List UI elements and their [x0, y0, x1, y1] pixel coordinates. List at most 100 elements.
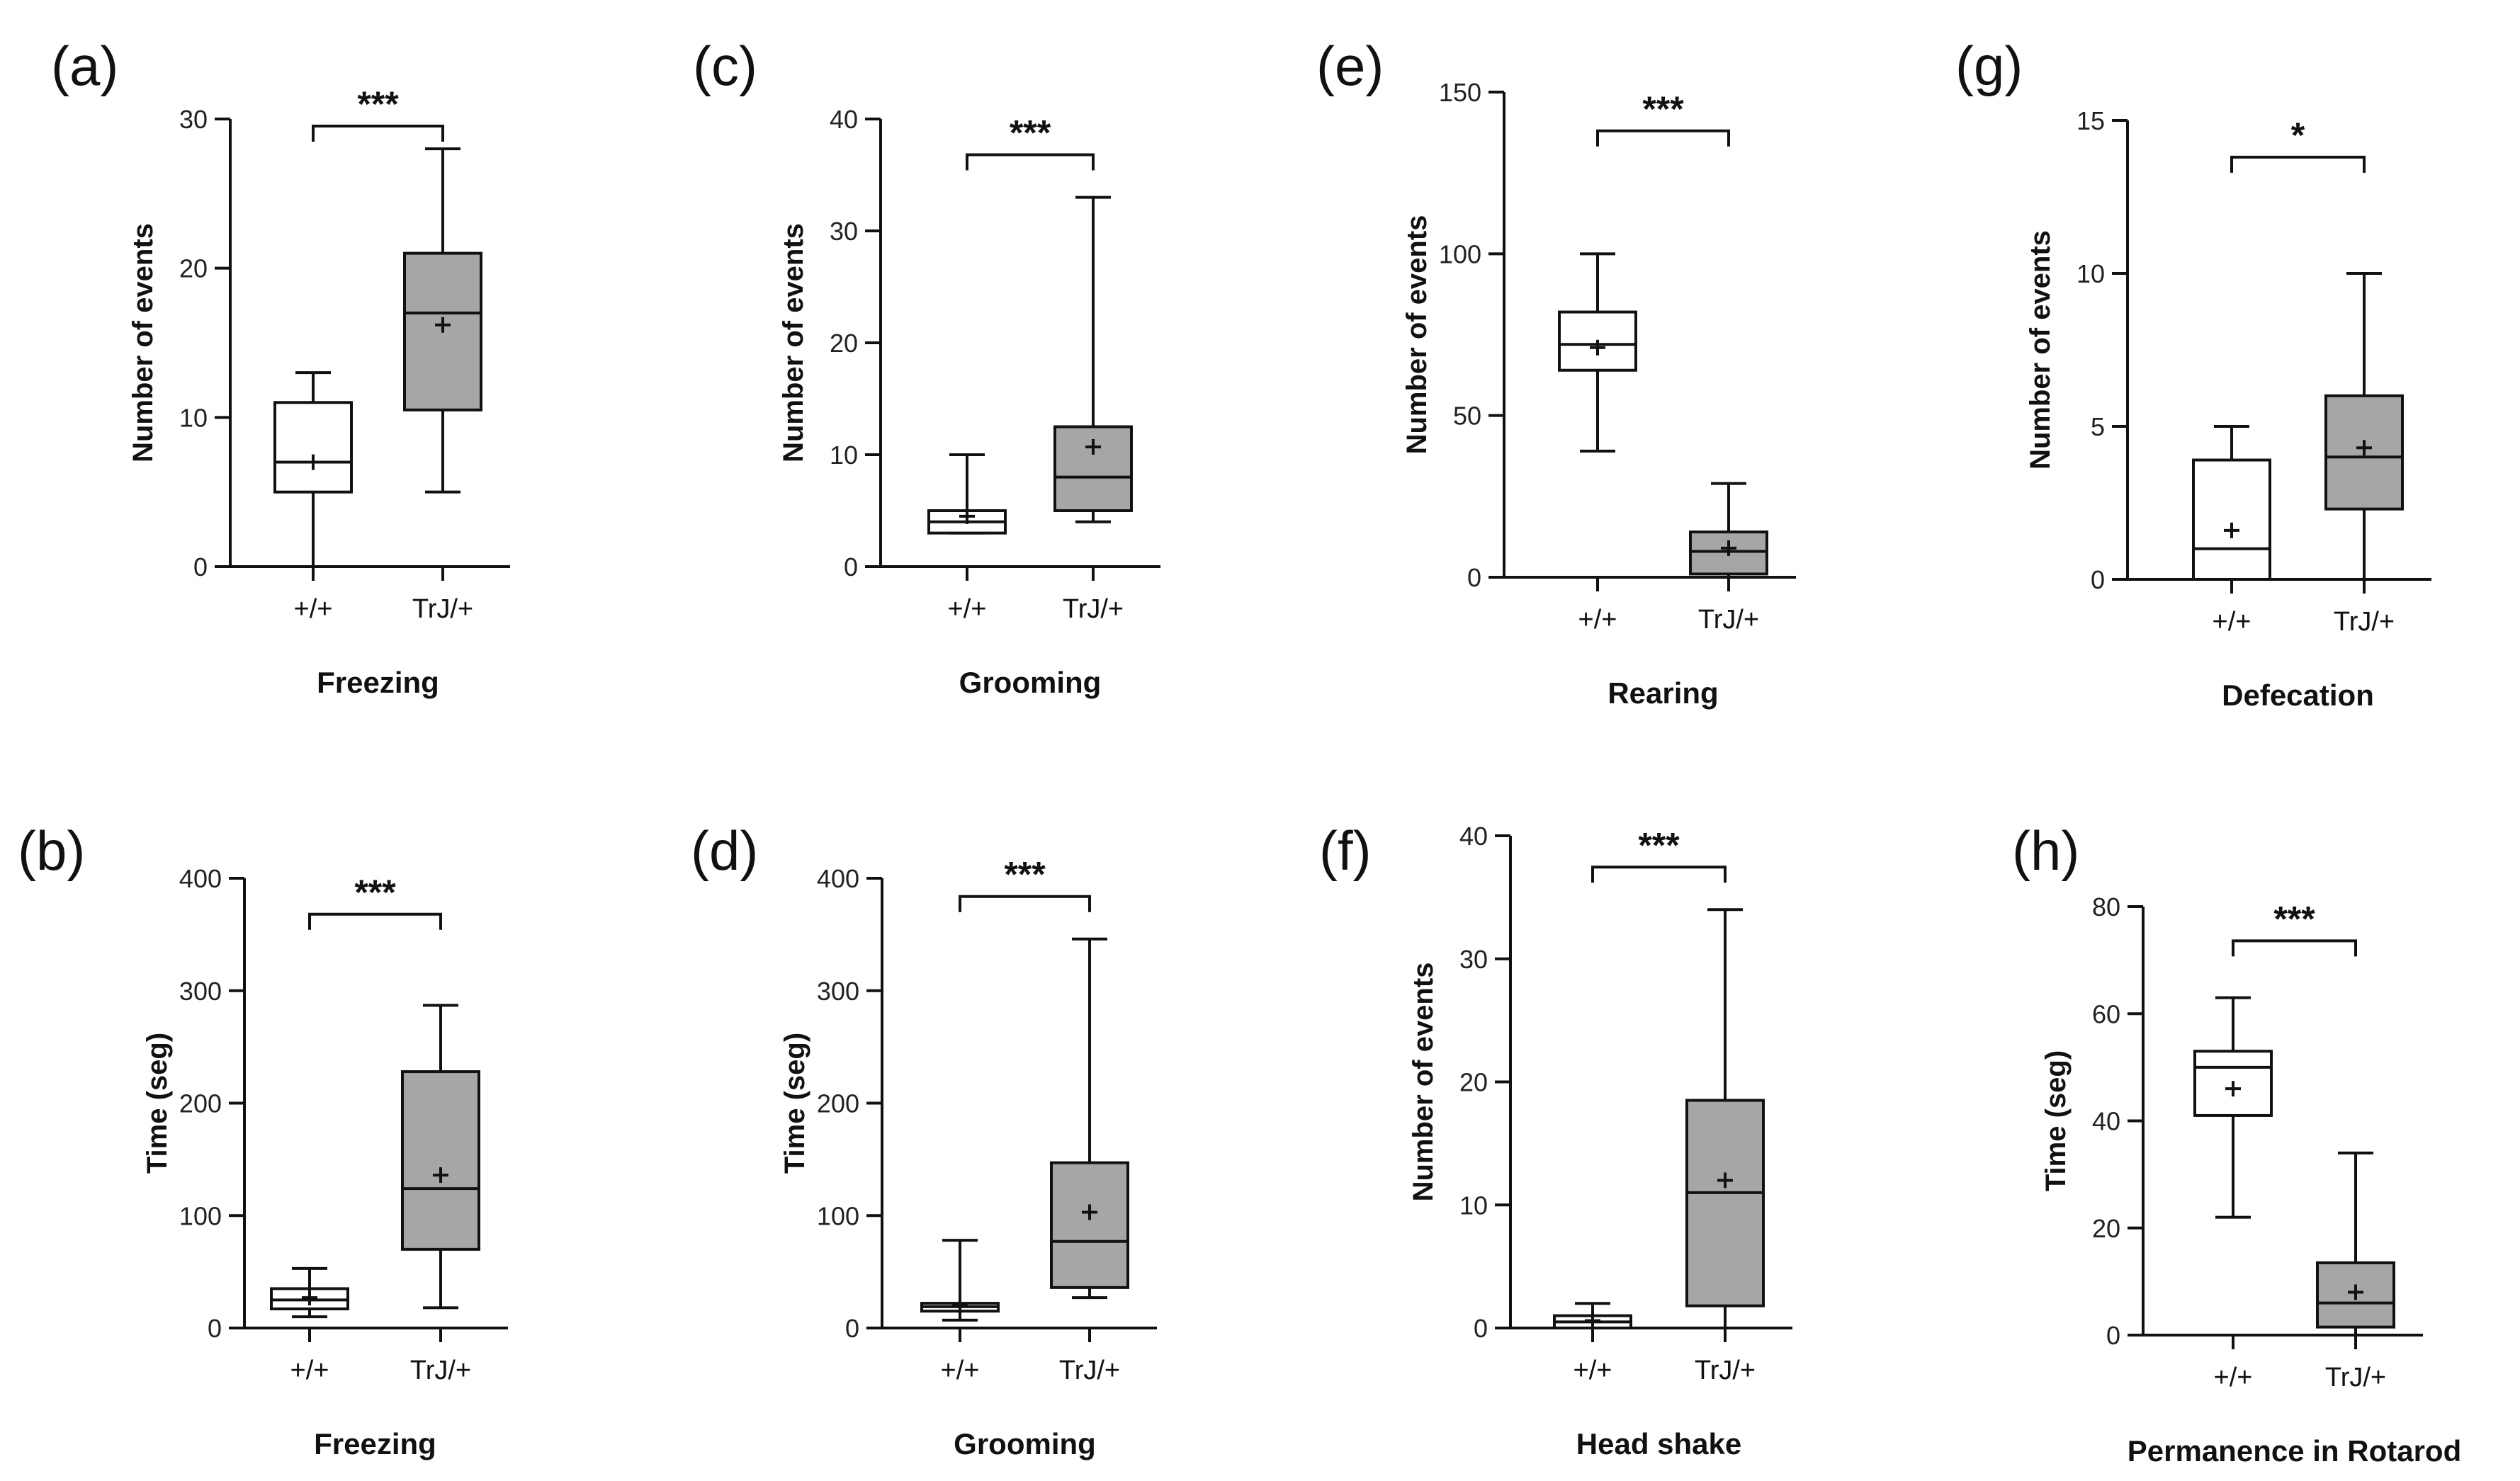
panel-a: (a) 0 10 20 30 Number of events +/+ TrJ/+ *** Fre… [51, 35, 510, 699]
y-tick-label: 0 [844, 552, 858, 581]
y-axis-title: Time (seg) [2040, 1050, 2072, 1191]
y-tick-label: 20 [830, 329, 858, 358]
box-wildtype [2192, 458, 2271, 581]
category-label: TrJ/+ [412, 594, 473, 624]
y-axis-title: Number of events [1408, 963, 1439, 1202]
y-tick-label: 15 [2077, 106, 2105, 135]
panel-g: (g) 0 5 10 15 Number of events +/+ TrJ/+ * Defeca… [1955, 35, 2431, 712]
y-tick-label: 100 [1439, 239, 1481, 268]
y-tick-label: 30 [1459, 945, 1488, 974]
box-trj [1050, 1161, 1129, 1289]
panel-letter: (g) [1955, 35, 2023, 97]
y-tick-label: 400 [817, 864, 859, 893]
significance-bracket [308, 912, 442, 930]
category-label: TrJ/+ [410, 1356, 471, 1385]
y-tick-label: 100 [817, 1201, 859, 1230]
category-label: TrJ/+ [1695, 1356, 1756, 1385]
x-axis-title: Freezing [314, 1427, 436, 1460]
y-tick-label: 40 [1459, 822, 1488, 851]
category-label: +/+ [948, 594, 987, 624]
significance-stars: *** [1638, 825, 1680, 865]
panel-letter: (c) [693, 35, 757, 97]
y-tick-label: 10 [179, 403, 208, 432]
y-tick-label: 100 [179, 1201, 222, 1230]
y-tick-label: 20 [179, 254, 208, 283]
y-tick-label: 10 [830, 441, 858, 470]
significance-stars: *** [354, 873, 396, 912]
panel-letter: (f) [1319, 819, 1372, 882]
category-label: TrJ/+ [2325, 1363, 2386, 1392]
panel-f: (f) 0 10 20 30 40 Number of events +/+ TrJ/+ *** H… [1319, 819, 1792, 1460]
x-axis-title: Permanence in Rotarod [2128, 1434, 2461, 1468]
y-tick-label: 400 [179, 864, 222, 893]
y-tick-label: 300 [817, 977, 859, 1006]
panel-b: (b) 0 100 200 300 400 Time (seg) +/+ TrJ/+ *** Fre… [18, 819, 508, 1460]
y-tick-label: 0 [2091, 565, 2105, 594]
panel-letter: (h) [2012, 819, 2079, 882]
y-tick-label: 60 [2092, 999, 2120, 1028]
y-tick-label: 5 [2091, 412, 2105, 441]
y-tick-label: 10 [1459, 1191, 1488, 1220]
y-tick-label: 10 [2077, 259, 2105, 288]
significance-bracket [2232, 939, 2357, 957]
y-tick-label: 300 [179, 977, 222, 1006]
significance-bracket [312, 125, 444, 142]
box-trj [1685, 1099, 1765, 1307]
y-tick-label: 20 [1459, 1068, 1488, 1097]
category-label: +/+ [941, 1356, 980, 1385]
box-wildtype [1558, 310, 1637, 372]
category-label: +/+ [2214, 1363, 2253, 1392]
panel-letter: (d) [691, 819, 758, 882]
panel-letter: (b) [18, 819, 85, 882]
significance-stars: *** [357, 84, 399, 124]
category-label: +/+ [294, 594, 333, 624]
y-tick-label: 200 [179, 1089, 222, 1118]
y-axis-title: Number of events [2025, 230, 2056, 470]
significance-bracket [966, 153, 1095, 171]
significance-stars: *** [1642, 89, 1684, 129]
y-axis-title: Time (seg) [779, 1033, 810, 1174]
category-label: TrJ/+ [1698, 605, 1759, 635]
panel-letter: (a) [51, 35, 118, 97]
x-axis-title: Grooming [959, 666, 1102, 699]
y-axis-title: Time (seg) [142, 1033, 173, 1174]
y-tick-label: 20 [2092, 1214, 2120, 1243]
category-label: +/+ [2213, 607, 2251, 637]
y-tick-label: 40 [830, 105, 858, 134]
y-tick-label: 0 [845, 1314, 859, 1343]
y-tick-label: 150 [1439, 78, 1481, 107]
significance-bracket [2230, 155, 2366, 173]
category-label: TrJ/+ [1063, 594, 1124, 624]
significance-stars: *** [2273, 899, 2315, 938]
x-axis-title: Defecation [2222, 679, 2374, 712]
y-tick-label: 0 [193, 552, 208, 581]
category-label: +/+ [1578, 605, 1617, 635]
panel-e: (e) 0 50 100 150 Number of events +/+ TrJ/+ *** R… [1316, 35, 1796, 710]
significance-bracket [1591, 866, 1727, 883]
x-axis-title: Rearing [1608, 676, 1718, 710]
y-axis-title: Number of events [778, 223, 809, 463]
significance-stars: *** [1004, 855, 1046, 895]
y-axis-title: Number of events [128, 223, 159, 463]
y-tick-label: 30 [830, 217, 858, 246]
y-tick-label: 0 [2106, 1321, 2120, 1350]
y-tick-label: 40 [2092, 1107, 2120, 1136]
y-tick-label: 200 [817, 1089, 859, 1118]
category-label: +/+ [290, 1356, 329, 1385]
category-label: TrJ/+ [2334, 607, 2395, 637]
y-tick-label: 0 [1467, 563, 1481, 592]
significance-stars: *** [1010, 113, 1051, 153]
box-wildtype [273, 401, 353, 494]
x-axis-title: Head shake [1576, 1427, 1741, 1460]
box-trj [401, 1070, 480, 1251]
panel-c: (c) 0 10 20 30 40 Number of events +/+ TrJ/+ *** G… [693, 35, 1160, 699]
category-label: +/+ [1573, 1356, 1612, 1385]
significance-bracket [959, 895, 1091, 912]
category-label: TrJ/+ [1059, 1356, 1120, 1385]
panel-h: (h) 0 20 40 60 80 Time (seg) +/+ TrJ/+ *** Permane… [2012, 819, 2461, 1468]
y-axis-title: Number of events [1401, 215, 1433, 455]
y-tick-label: 50 [1453, 402, 1481, 431]
significance-stars: * [2291, 115, 2305, 155]
y-tick-label: 80 [2092, 892, 2120, 921]
